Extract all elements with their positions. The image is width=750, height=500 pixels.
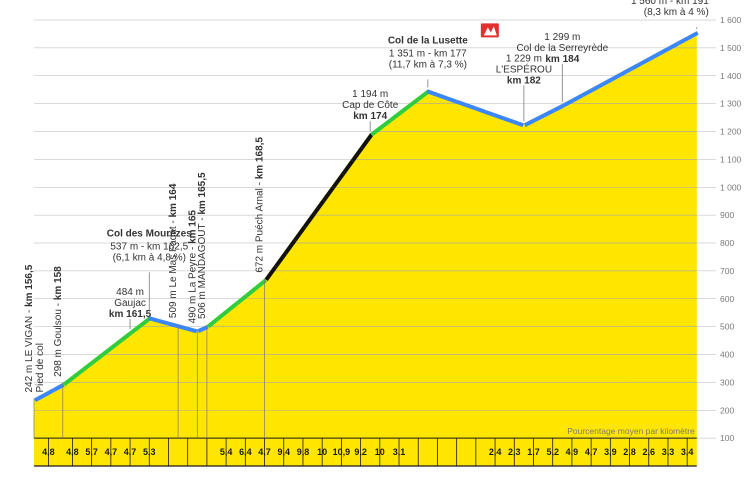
callout-line: 1 229 m [506, 53, 542, 64]
callout-km: km 184 [545, 54, 579, 65]
callout-line: 1 299 m [544, 32, 580, 43]
callout-line: 1 560 m - km 191 [631, 0, 709, 7]
callout-line: (11,7 km à 7,3 %) [389, 59, 467, 70]
svg-text:10: 10 [317, 447, 327, 457]
svg-text:3,9: 3,9 [604, 447, 617, 457]
y-tick-label: 1 200 [720, 127, 742, 137]
y-tick-label: 1 000 [720, 182, 742, 192]
svg-text:3,3: 3,3 [662, 447, 675, 457]
callout-line: 1 351 m - km 177 [389, 48, 467, 59]
svg-text:4,7: 4,7 [105, 447, 118, 457]
svg-text:2,3: 2,3 [508, 447, 521, 457]
y-tick-label: 1 100 [720, 154, 742, 164]
callout-km: km 174 [353, 111, 387, 122]
svg-text:5,2: 5,2 [546, 447, 559, 457]
y-tick-label: 600 [720, 294, 734, 304]
svg-text:242 m LE VIGAN - km 156,5: 242 m LE VIGAN - km 156,5 [24, 264, 35, 392]
svg-text:5,3: 5,3 [143, 447, 156, 457]
waypoint-label: 672 m Puéch Arnal - km 168,5 [255, 137, 266, 273]
callout-line: (8,3 km à 4 %) [644, 7, 709, 18]
y-tick-label: 200 [720, 405, 734, 415]
waypoint-label: 298 m Goulsou - km 158 [53, 266, 64, 377]
callout-km: km 182 [507, 75, 541, 86]
svg-text:672 m Puéch Arnal - km 168,5: 672 m Puéch Arnal - km 168,5 [255, 137, 266, 273]
y-tick-label: 100 [720, 433, 734, 443]
svg-text:2,8: 2,8 [623, 447, 636, 457]
svg-text:4,8: 4,8 [66, 447, 79, 457]
svg-text:3,1: 3,1 [393, 447, 406, 457]
y-tick-label: 500 [720, 322, 734, 332]
callout-line: 484 m [116, 287, 144, 298]
y-tick-label: 300 [720, 377, 734, 387]
svg-text:Pied de col: Pied de col [35, 343, 46, 392]
y-tick-label: 700 [720, 266, 734, 276]
y-tick-label: 1 600 [720, 15, 742, 25]
waypoint-label: 506 m MANDAGOUT - km 165,5 [197, 172, 208, 319]
svg-text:10,9: 10,9 [333, 447, 351, 457]
svg-text:506 m MANDAGOUT - km 165,5: 506 m MANDAGOUT - km 165,5 [197, 172, 208, 319]
callout-line: (6,1 km à 4,8 %) [113, 252, 186, 263]
svg-text:2,4: 2,4 [489, 447, 502, 457]
elevation-profile-chart: 100 200 300 400 500 600 700 800 900 1 000 1 100 1 2… [0, 0, 750, 500]
svg-text:9,4: 9,4 [277, 447, 290, 457]
callout-title: Col des Mourèzes [107, 228, 192, 239]
callout-line: L'ESPÉROU [496, 62, 552, 75]
callout-line: Gaujac [114, 298, 146, 309]
callout-title: Col de la Lusette [388, 35, 468, 46]
svg-text:5,7: 5,7 [85, 447, 98, 457]
svg-text:5,4: 5,4 [220, 447, 233, 457]
callout-km: km 161,5 [109, 309, 152, 320]
callout-line: Cap de Côte [342, 100, 399, 111]
svg-text:9,2: 9,2 [354, 447, 367, 457]
svg-text:3,4: 3,4 [681, 447, 694, 457]
svg-text:4,7: 4,7 [258, 447, 271, 457]
callout-line: 1 194 m [352, 89, 388, 100]
gradient-band-label: Pourcentage moyen par kilomètre [567, 426, 695, 436]
svg-text:10: 10 [375, 447, 385, 457]
y-tick-label: 1 300 [720, 99, 742, 109]
y-tick-label: 400 [720, 350, 734, 360]
svg-text:4,7: 4,7 [585, 447, 598, 457]
callout-line: 537 m - km 162,5 [110, 241, 188, 252]
y-tick-label: 900 [720, 210, 734, 220]
svg-text:6,4: 6,4 [239, 447, 252, 457]
svg-text:4,7: 4,7 [124, 447, 137, 457]
profile-svg: 100 200 300 400 500 600 700 800 900 1 000 1 100 1 2… [0, 0, 750, 500]
svg-text:9,8: 9,8 [297, 447, 310, 457]
svg-text:2,6: 2,6 [643, 447, 656, 457]
svg-text:1,7: 1,7 [527, 447, 540, 457]
y-tick-label: 800 [720, 238, 734, 248]
svg-text:4,9: 4,9 [566, 447, 579, 457]
callout-line: Col de la Serreyrède [516, 43, 608, 54]
svg-text:298 m Goulsou - km 158: 298 m Goulsou - km 158 [53, 266, 64, 377]
y-tick-label: 1 400 [720, 71, 742, 81]
y-tick-label: 1 500 [720, 43, 742, 53]
svg-text:4,8: 4,8 [42, 447, 55, 457]
